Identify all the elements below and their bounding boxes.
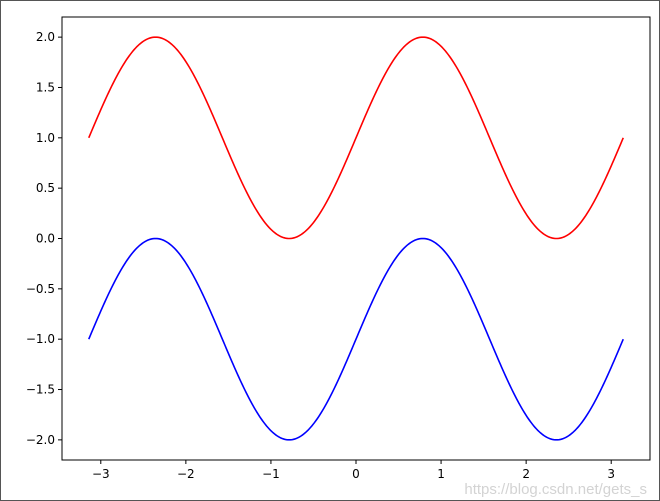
x-tick-label: 2 <box>522 467 530 481</box>
y-tick-label: −2.0 <box>26 433 55 447</box>
y-tick-label: −0.5 <box>26 282 55 296</box>
y-tick-label: 1.0 <box>36 131 55 145</box>
x-tick-label: −3 <box>92 467 110 481</box>
x-tick-label: 0 <box>352 467 360 481</box>
x-tick-label: −2 <box>177 467 195 481</box>
watermark: https://blog.csdn.net/gets_s <box>464 481 647 498</box>
y-tick-label: 1.5 <box>36 80 55 94</box>
x-tick-label: 3 <box>607 467 615 481</box>
y-tick-label: 2.0 <box>36 30 55 44</box>
y-tick-label: 0.5 <box>36 181 55 195</box>
series-line-1 <box>88 36 624 240</box>
y-tick-label: −1.5 <box>26 383 55 397</box>
y-tick-label: 0.0 <box>36 232 55 246</box>
x-tick-label: −1 <box>262 467 280 481</box>
series-line-2 <box>88 237 624 441</box>
x-tick-label: 1 <box>437 467 445 481</box>
y-tick-label: −1.0 <box>26 332 55 346</box>
